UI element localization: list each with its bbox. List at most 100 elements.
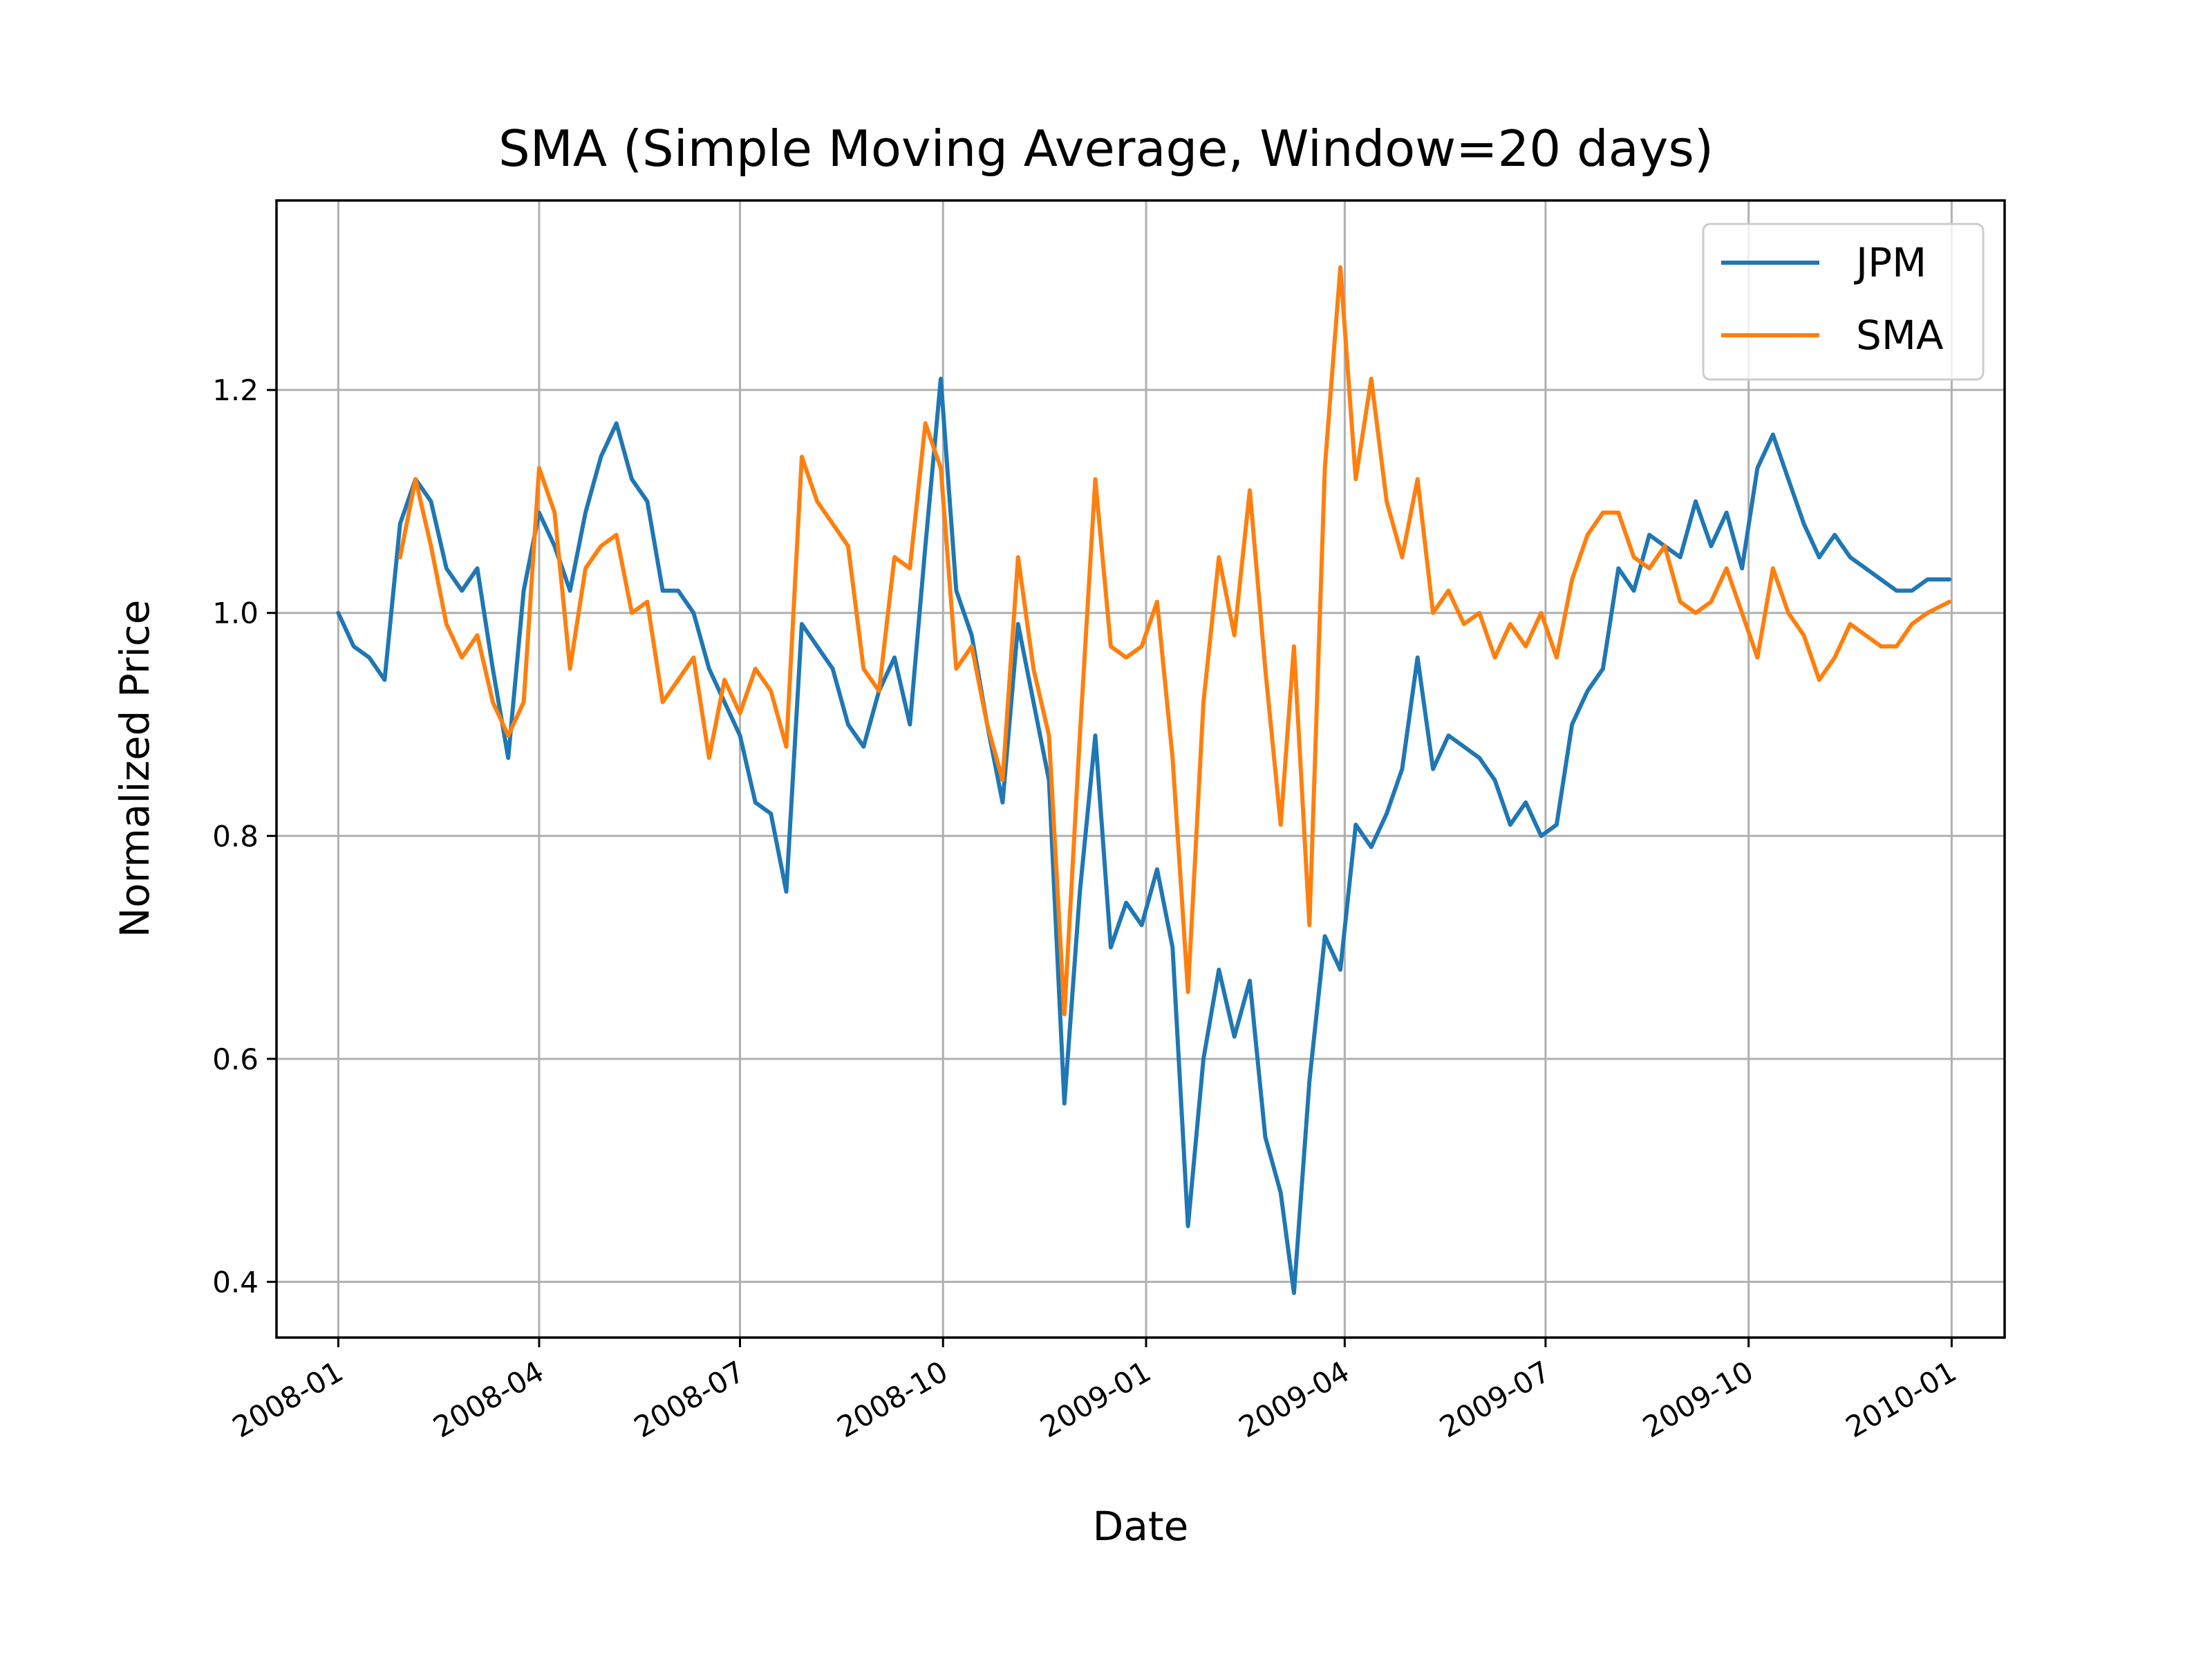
data-point-sma <box>1431 611 1435 615</box>
data-point-sma <box>846 544 850 548</box>
data-point-jpm <box>676 589 680 592</box>
data-point-sma <box>738 711 742 715</box>
data-point-sma <box>954 666 958 671</box>
data-point-jpm <box>1864 566 1868 570</box>
series-points-jpm <box>336 377 1951 1295</box>
data-point-jpm <box>1000 800 1004 805</box>
data-point-jpm <box>1400 767 1404 771</box>
data-point-sma <box>908 566 912 570</box>
data-point-jpm <box>1248 979 1252 983</box>
data-point-sma <box>1879 644 1883 648</box>
data-point-sma <box>785 744 788 749</box>
data-point-jpm <box>630 477 634 481</box>
data-point-sma <box>1232 633 1237 637</box>
data-point-sma <box>1155 600 1159 604</box>
data-point-sma <box>1694 611 1698 615</box>
data-point-jpm <box>583 511 588 515</box>
data-point-jpm <box>1786 477 1790 481</box>
data-point-jpm <box>954 589 958 592</box>
data-point-jpm <box>1094 733 1097 738</box>
data-point-jpm <box>1817 555 1821 559</box>
data-point-sma <box>1616 511 1620 515</box>
data-point-jpm <box>785 890 788 894</box>
data-point-jpm <box>398 522 402 526</box>
data-point-jpm <box>336 611 340 615</box>
data-point-sma <box>1078 733 1082 738</box>
data-point-jpm <box>382 678 386 682</box>
data-point-jpm <box>1848 555 1852 559</box>
data-point-sma <box>537 466 541 470</box>
data-point-sma <box>506 733 510 738</box>
legend: JPM SMA <box>1702 223 1985 381</box>
y-tick: 1.2 <box>212 373 276 407</box>
data-point-sma <box>800 455 804 459</box>
data-point-jpm <box>1947 577 1951 581</box>
data-point-jpm <box>1201 1057 1206 1061</box>
data-point-jpm <box>1446 733 1450 738</box>
y-tick-label: 1.0 <box>212 597 259 630</box>
data-point-sma <box>1632 555 1636 559</box>
data-point-sma <box>1910 622 1914 626</box>
data-point-sma <box>1662 544 1667 548</box>
data-point-sma <box>1539 611 1543 615</box>
data-point-sma <box>444 622 449 626</box>
data-point-jpm <box>1740 566 1744 570</box>
data-point-jpm <box>707 666 711 671</box>
data-point-sma <box>1833 655 1837 659</box>
data-point-sma <box>1031 666 1035 671</box>
data-point-jpm <box>1771 433 1775 437</box>
data-point-sma <box>1353 477 1358 481</box>
data-point-jpm <box>769 812 773 816</box>
data-point-jpm <box>970 633 974 637</box>
data-point-jpm <box>1323 934 1327 938</box>
data-point-jpm <box>1431 767 1435 771</box>
data-point-sma <box>1555 655 1559 659</box>
data-point-sma <box>831 522 835 526</box>
data-point-sma <box>1477 611 1481 615</box>
data-point-jpm <box>1755 466 1759 470</box>
data-point-sma <box>1292 644 1296 648</box>
data-point-jpm <box>429 499 433 503</box>
y-tick-label: 0.6 <box>212 1042 259 1076</box>
data-point-jpm <box>753 800 758 805</box>
data-point-jpm <box>831 666 835 671</box>
data-point-sma <box>1947 600 1951 604</box>
data-point-sma <box>1170 756 1174 760</box>
y-tick: 0.4 <box>212 1265 276 1299</box>
data-point-jpm <box>722 700 727 704</box>
data-point-sma <box>1740 611 1744 615</box>
data-point-sma <box>1864 633 1868 637</box>
data-point-sma <box>691 655 695 659</box>
data-point-jpm <box>352 644 356 648</box>
data-point-jpm <box>568 589 572 592</box>
data-point-sma <box>583 566 588 570</box>
data-point-jpm <box>1031 700 1035 704</box>
data-point-jpm <box>1279 1190 1283 1194</box>
data-point-sma <box>815 499 819 503</box>
data-point-jpm <box>506 756 510 760</box>
data-point-jpm <box>1833 533 1837 537</box>
y-axis-label: Normalized Price <box>111 600 158 938</box>
data-point-jpm <box>1062 1101 1067 1105</box>
data-point-sma <box>661 700 665 704</box>
data-point-jpm <box>1539 834 1543 838</box>
data-point-jpm <box>1307 1079 1311 1083</box>
legend-label-jpm: JPM <box>1854 239 1927 286</box>
data-point-jpm <box>1016 622 1020 626</box>
data-point-jpm <box>1601 666 1605 671</box>
data-point-jpm <box>1124 901 1128 905</box>
data-point-sma <box>429 544 433 548</box>
data-point-sma <box>924 422 928 425</box>
data-point-sma <box>861 666 865 671</box>
data-point-sma <box>1647 566 1651 570</box>
data-point-sma <box>1062 1012 1067 1016</box>
data-point-jpm <box>615 422 619 425</box>
data-point-jpm <box>552 544 556 548</box>
data-point-jpm <box>661 589 665 592</box>
data-point-jpm <box>1462 744 1466 749</box>
data-point-sma <box>476 633 479 637</box>
data-point-jpm <box>924 544 928 548</box>
data-point-jpm <box>1524 800 1528 805</box>
data-point-sma <box>1601 511 1605 515</box>
data-point-sma <box>1678 600 1683 604</box>
